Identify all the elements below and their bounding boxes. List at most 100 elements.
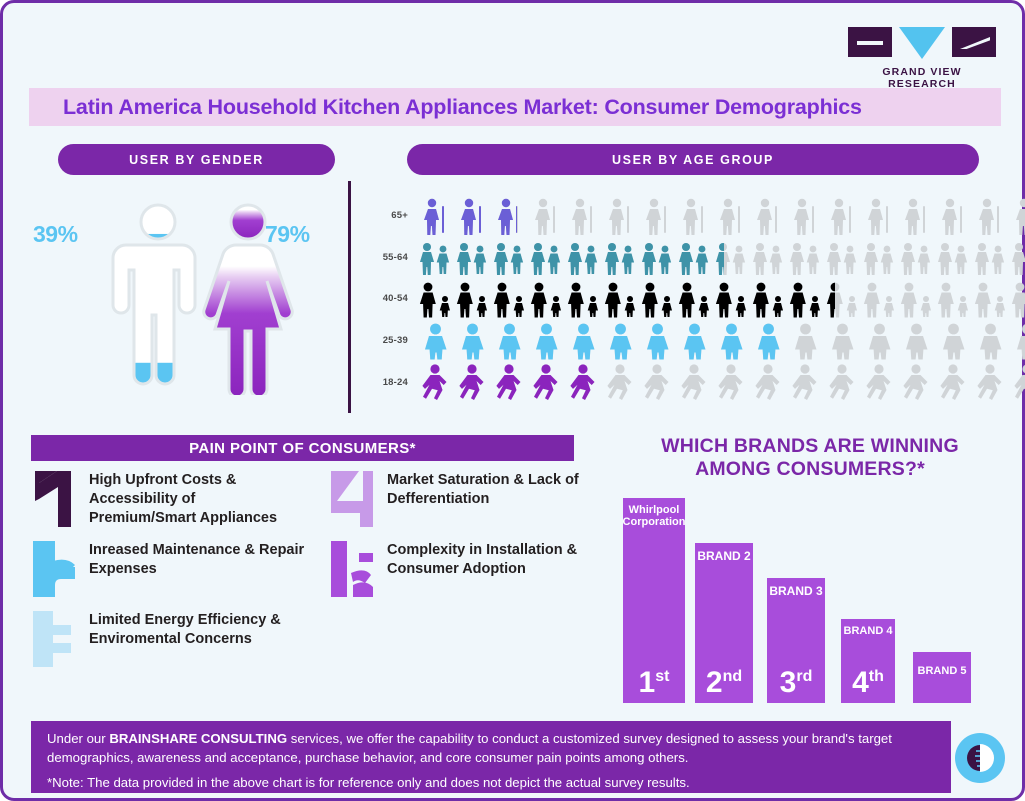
person-icon-empty xyxy=(972,238,1009,276)
pain-point-item: Market Saturation & Lack of Defferentiat… xyxy=(329,469,604,529)
person-icon-empty xyxy=(898,280,935,318)
brainshare-logo-icon xyxy=(955,733,1005,783)
numeral-4-icon xyxy=(329,469,375,529)
person-icon-empty xyxy=(898,322,935,360)
bar-rank-label: 1st xyxy=(638,666,670,699)
age-row-track xyxy=(417,322,1025,360)
person-icon-empty xyxy=(787,363,824,401)
person-icon-filled xyxy=(454,322,491,360)
person-icon-filled xyxy=(602,322,639,360)
age-row-track xyxy=(417,363,1025,401)
footer-brand-name: BRAINSHARE CONSULTING xyxy=(109,731,288,746)
person-icon-filled xyxy=(491,363,528,401)
person-icon-empty xyxy=(972,197,1009,235)
female-figure-icon xyxy=(188,200,308,395)
pain-point-text: Market Saturation & Lack of Defferentiat… xyxy=(387,472,579,507)
person-icon-filled xyxy=(713,238,725,276)
person-icon-empty xyxy=(787,322,824,360)
footer-text-pre: Under our xyxy=(47,731,110,746)
person-icon-empty xyxy=(602,363,639,401)
section-divider xyxy=(348,181,351,413)
pain-points-column-right: Market Saturation & Lack of Defferentiat… xyxy=(329,469,604,609)
bar-rank-label: 3rd xyxy=(779,666,813,699)
logo-mark-g xyxy=(848,27,892,57)
brand-logo: GRAND VIEW RESEARCH xyxy=(848,27,996,90)
person-icon-filled xyxy=(565,363,602,401)
person-icon-empty xyxy=(713,363,750,401)
age-row-65plus: 65+ xyxy=(369,195,1025,237)
person-icon-empty xyxy=(639,363,676,401)
person-icon-filled xyxy=(417,280,454,318)
bar-rank-label: 2nd xyxy=(705,666,743,699)
person-icon-empty xyxy=(787,238,824,276)
logo-mark-v-triangle-icon xyxy=(899,27,945,59)
person-icon-filled xyxy=(454,197,491,235)
person-icon-empty xyxy=(935,197,972,235)
person-icon-empty xyxy=(1009,280,1025,318)
person-icon-filled xyxy=(565,322,602,360)
person-icon-empty xyxy=(824,363,861,401)
person-icon-empty xyxy=(1009,322,1025,360)
pain-point-text: Inreased Maintenance & Repair Expenses xyxy=(89,542,305,577)
person-icon-empty xyxy=(787,197,824,235)
footer-services-text: Under our BRAINSHARE CONSULTING services… xyxy=(47,730,935,767)
person-icon-filled xyxy=(565,280,602,318)
age-row-track xyxy=(417,197,1025,235)
person-icon-filled xyxy=(787,280,824,318)
person-icon-filled xyxy=(491,238,528,276)
footer-disclaimer: *Note: The data provided in the above ch… xyxy=(47,775,690,791)
page-title-text: Latin America Household Kitchen Applianc… xyxy=(63,94,862,119)
brands-bar-chart: Whirlpool Corporation 1st BRAND 2 2nd BR… xyxy=(613,498,1005,703)
brand-logo-text: GRAND VIEW RESEARCH xyxy=(882,66,962,90)
person-icon-empty xyxy=(861,238,898,276)
numeral-3-icon xyxy=(31,609,77,669)
pain-points-column-left: High Upfront Costs & Accessibility of Pr… xyxy=(31,469,306,679)
person-icon-empty xyxy=(861,322,898,360)
footer-note: Under our BRAINSHARE CONSULTING services… xyxy=(31,721,951,793)
person-icon-empty xyxy=(861,363,898,401)
age-row-18-24: 18-24 xyxy=(369,361,1025,403)
person-icon-filled xyxy=(417,238,454,276)
age-row-filled-icons xyxy=(417,197,517,235)
person-icon-filled xyxy=(639,322,676,360)
pain-point-item: High Upfront Costs & Accessibility of Pr… xyxy=(31,469,306,529)
person-icon-empty xyxy=(713,197,750,235)
person-icon-filled xyxy=(676,322,713,360)
male-percentage-label: 39% xyxy=(33,221,78,247)
person-icon-empty xyxy=(824,322,861,360)
person-icon-empty xyxy=(750,238,787,276)
numeral-1-icon xyxy=(31,469,77,529)
bar-5: BRAND 5 xyxy=(913,652,971,703)
person-icon-empty xyxy=(824,238,861,276)
person-icon-empty xyxy=(750,197,787,235)
section-header-pain-points: PAIN POINT OF CONSUMERS* xyxy=(31,435,574,461)
bar-3: BRAND 3 3rd xyxy=(767,578,825,703)
person-icon-filled xyxy=(417,322,454,360)
person-icon-filled xyxy=(713,322,750,360)
pain-point-text: Limited Energy Efficiency & Enviromental… xyxy=(89,612,281,647)
age-row-40-54: 40-54 xyxy=(369,278,1025,320)
person-icon-filled xyxy=(528,280,565,318)
person-icon-empty xyxy=(972,363,1009,401)
person-icon-empty xyxy=(1009,197,1025,235)
age-row-label: 65+ xyxy=(391,210,408,222)
female-percentage-label: 79% xyxy=(265,221,310,247)
person-icon-filled xyxy=(528,322,565,360)
person-icon-filled xyxy=(602,280,639,318)
person-icon-empty xyxy=(824,197,861,235)
person-icon-filled xyxy=(565,238,602,276)
page-title: Latin America Household Kitchen Applianc… xyxy=(29,88,1001,126)
person-icon-empty xyxy=(676,197,713,235)
person-icon-empty xyxy=(935,363,972,401)
person-icon-empty xyxy=(935,238,972,276)
person-icon-empty xyxy=(639,197,676,235)
bar-2: BRAND 2 2nd xyxy=(695,543,753,703)
person-icon-empty xyxy=(898,363,935,401)
age-row-filled-icons xyxy=(417,280,836,318)
numeral-2-icon xyxy=(31,539,77,599)
brands-chart-title-line2: AMONG CONSUMERS?* xyxy=(695,457,925,480)
bar-1: Whirlpool Corporation 1st xyxy=(623,498,685,703)
person-icon-filled xyxy=(454,238,491,276)
age-row-label: 18-24 xyxy=(382,376,408,388)
